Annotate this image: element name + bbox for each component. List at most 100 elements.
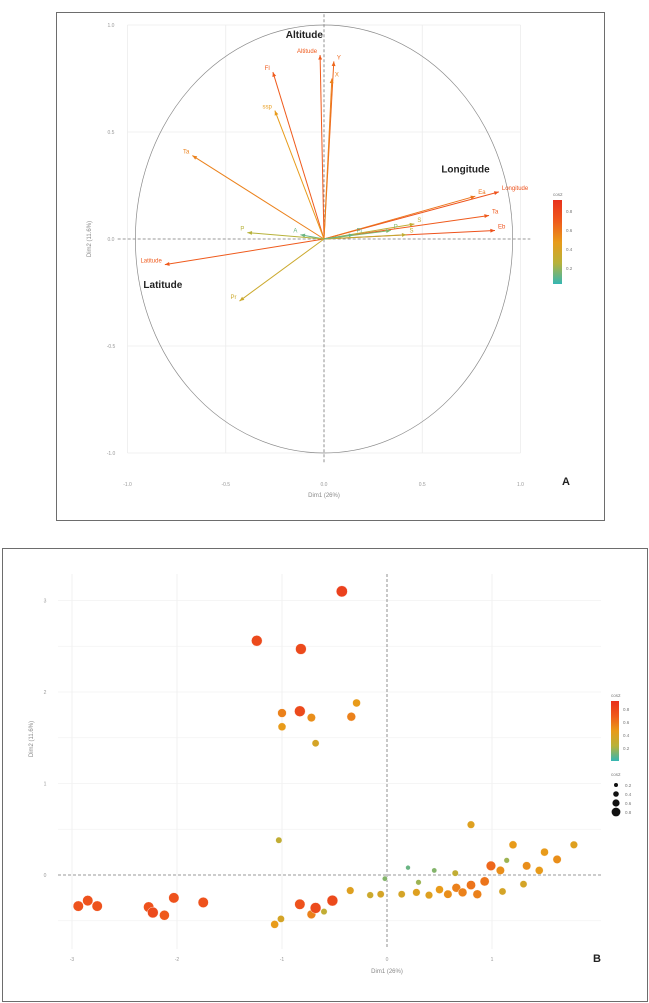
variable-label: X [335, 73, 339, 79]
variable-arrowhead [247, 231, 253, 235]
legend-tick-label: 0.4 [566, 247, 573, 252]
variable-label: Eb [498, 224, 506, 230]
variable-arrowhead [401, 233, 407, 237]
size-legend-dot [611, 807, 621, 817]
variable-arrow [239, 238, 325, 302]
x-axis-title: Dim1 (26%) [371, 969, 403, 975]
legend-tick-label: 0.6 [623, 720, 630, 725]
individual-point [277, 722, 287, 731]
legend-tick-label: 0.4 [623, 733, 630, 738]
variable-arrowhead [192, 155, 198, 160]
legend-tick-label: 0.8 [623, 707, 630, 712]
individual-point [270, 920, 279, 929]
chart-panel-a: -1.0 -0.5 0.0 0.5 1.0 1.0 0.5 0.0 -0.5 -1.0 Dim1 (… [56, 12, 605, 521]
legend-tick-label: 0.2 [623, 746, 630, 751]
individual-point [435, 885, 444, 894]
variable-arrowhead [348, 233, 354, 238]
y-tick-label: 0 [44, 873, 47, 879]
y-tick-label: -1.0 [107, 451, 116, 457]
variable-arrowhead [300, 233, 306, 238]
y-tick-label: 1.0 [108, 23, 115, 29]
y-tick-label: -0.5 [107, 344, 116, 350]
individual-point [376, 890, 385, 899]
variable-arrow [272, 71, 325, 240]
individual-point [352, 698, 361, 708]
x-tick-label: 0 [386, 957, 389, 963]
variable-arrowhead [470, 195, 476, 200]
variable-label: P [394, 224, 398, 230]
variable-label: P [240, 227, 244, 233]
individual-point [397, 890, 406, 899]
variable-label: S [417, 218, 421, 224]
individual-point [382, 875, 388, 882]
individual-point [503, 857, 510, 864]
y-axis-title: Dim2 (11.6%) [29, 721, 35, 757]
pca-variables-chart: -1.0 -0.5 0.0 0.5 1.0 1.0 0.5 0.0 -0.5 -1.0 Dim1 (… [87, 14, 573, 499]
variable-label: Longitude [502, 186, 529, 192]
y-tick-label: 2 [44, 690, 47, 696]
highlight-label: Altitude [286, 30, 324, 41]
size-legend-dot [612, 799, 620, 807]
chart-panel-b: -3 -2 -1 0 1 3 2 1 0 Dim1 (26%) Dim2 (11.6%) cos2 0.… [2, 548, 648, 1002]
individual-point [275, 836, 283, 844]
legend-title: cos2 [611, 772, 621, 777]
individual-point [485, 860, 496, 871]
individual-point [569, 840, 578, 849]
individual-point [147, 906, 159, 919]
individual-point [466, 880, 476, 890]
individual-point [458, 887, 468, 897]
individual-point [72, 900, 84, 912]
cos2-legend: cos2 0.8 0.6 0.4 0.2 [553, 192, 573, 284]
cos2-size-legend: cos2 0.2 0.4 0.6 0.8 [611, 772, 632, 817]
size-legend-dot [613, 791, 619, 797]
individual-point [91, 900, 103, 912]
legend-colorbar [553, 200, 562, 284]
variable-arrow [247, 232, 325, 240]
variable-arrowhead [331, 61, 336, 67]
individual-point [431, 867, 438, 874]
individual-point [346, 712, 356, 722]
variable-label: Latitude [140, 259, 162, 265]
legend-tick-label: 0.8 [625, 810, 632, 815]
variable-label: ssp [263, 105, 273, 111]
individual-point [336, 585, 348, 598]
individual-point [277, 915, 285, 923]
variable-arrowhead [409, 222, 415, 227]
size-legend-dot [614, 783, 618, 787]
x-tick-label: -1.0 [123, 482, 132, 488]
individual-point [415, 879, 422, 886]
legend-colorbar [611, 701, 619, 761]
variable-arrowhead [274, 110, 279, 116]
variable-label: Pr [231, 295, 237, 301]
y-axis-title: Dim2 (11.6%) [87, 221, 93, 257]
individual-point [467, 820, 476, 829]
individual-point [346, 886, 355, 895]
panel-label-a: A [562, 476, 570, 488]
individual-point [277, 708, 287, 718]
individual-point [294, 705, 306, 717]
variable-label: FI [265, 66, 271, 72]
legend-tick-label: 0.4 [625, 792, 632, 797]
variable-arrow [164, 238, 325, 266]
legend-tick-label: 0.2 [566, 266, 573, 271]
individual-point [320, 908, 328, 915]
x-tick-label: -1 [280, 957, 285, 963]
variable-arrowhead [490, 228, 495, 233]
individual-point [294, 898, 306, 910]
variable-arrowhead [329, 78, 334, 84]
x-tick-label: -2 [175, 957, 180, 963]
individual-point [519, 880, 528, 888]
variable-label: Ta [492, 209, 499, 215]
variable-arrow [274, 110, 325, 240]
panel-label-b: B [593, 953, 601, 965]
individual-point [540, 847, 549, 857]
individual-point [251, 635, 263, 647]
y-tick-label: 0.0 [108, 237, 115, 243]
variable-label: Y [337, 55, 341, 61]
x-tick-label: 1.0 [517, 482, 524, 488]
y-tick-label: 3 [44, 599, 47, 605]
variable-arrowhead [272, 72, 277, 78]
variable-arrow [323, 234, 407, 240]
y-tick-label: 0.5 [108, 130, 115, 136]
highlight-label: Longitude [441, 165, 490, 176]
